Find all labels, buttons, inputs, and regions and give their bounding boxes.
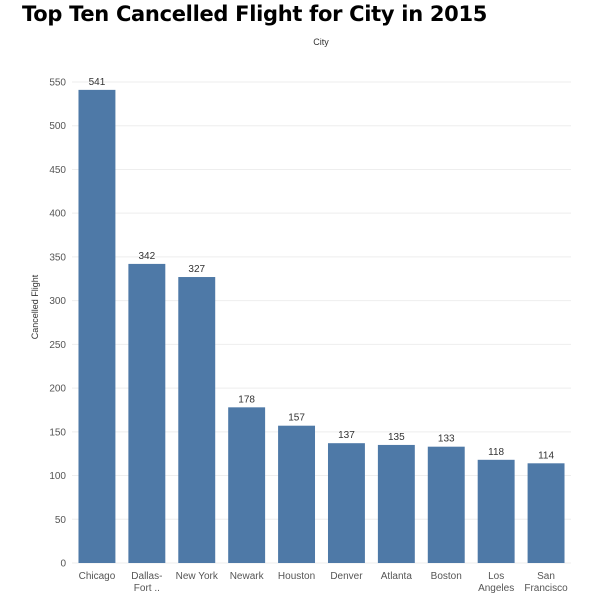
chart-title: Top Ten Cancelled Flight for City in 201… [22, 2, 488, 26]
data-label: 541 [89, 77, 106, 88]
y-tick-label: 300 [49, 296, 66, 307]
y-tick-label: 100 [49, 471, 66, 482]
y-tick-label: 200 [49, 384, 66, 395]
y-tick-label: 500 [49, 121, 66, 132]
x-category-label: Houston [278, 571, 315, 582]
y-tick-label: 50 [55, 515, 67, 526]
bar[interactable] [427, 446, 465, 563]
data-label: 342 [139, 251, 156, 262]
data-label: 118 [488, 447, 504, 458]
bar[interactable] [228, 407, 266, 563]
x-category-label: Denver [330, 571, 363, 582]
y-tick-label: 400 [49, 209, 66, 220]
y-tick-label: 450 [49, 165, 66, 176]
data-label: 327 [188, 264, 205, 275]
y-tick-label: 150 [49, 427, 66, 438]
x-category-label: Chicago [79, 571, 116, 582]
x-axis-title: City [313, 37, 329, 47]
bar[interactable] [278, 425, 316, 563]
y-axis-title: Cancelled Flight [30, 274, 40, 339]
x-category-label: New York [176, 571, 219, 582]
data-labels: 541 342 327 178 157 137 135 133 118 114 [89, 77, 555, 461]
data-label: 137 [338, 430, 355, 441]
y-tick-label: 350 [49, 252, 66, 263]
x-category-label: Boston [431, 571, 462, 582]
y-tick-label: 550 [49, 78, 66, 89]
bar[interactable] [477, 459, 515, 563]
x-category-label: Los Angeles [478, 571, 514, 594]
bars [78, 89, 565, 563]
data-label: 133 [438, 434, 455, 445]
bar[interactable] [377, 444, 415, 563]
bar[interactable] [327, 443, 365, 563]
x-category-label: Newark [230, 571, 265, 582]
bar[interactable] [527, 463, 565, 563]
bar[interactable] [128, 263, 166, 563]
data-label: 114 [538, 450, 554, 461]
data-label: 178 [238, 394, 255, 405]
y-axis-ticks: 0 50 100 150 200 250 300 350 400 450 500 550 [49, 78, 66, 570]
data-label: 135 [388, 432, 405, 443]
x-category-label: Dallas-Fort .. [131, 571, 162, 594]
x-category-label: Atlanta [381, 571, 413, 582]
x-axis-categories: Chicago Dallas-Fort .. New York Newark Houst… [79, 571, 569, 594]
x-category-label: San Francisco [524, 571, 568, 594]
bar[interactable] [178, 277, 216, 563]
data-label: 157 [288, 413, 305, 424]
bar[interactable] [78, 89, 116, 563]
y-tick-label: 0 [60, 559, 66, 570]
y-tick-label: 250 [49, 340, 66, 351]
